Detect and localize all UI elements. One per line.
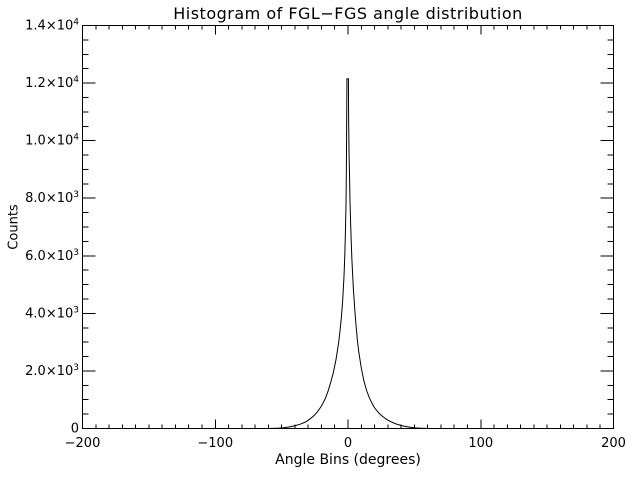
axis-ticks <box>82 25 614 429</box>
y-tick-label: 1.2×104 <box>25 75 79 91</box>
y-axis-label: Counts <box>6 204 22 250</box>
chart-title: Histogram of FGL−FGS angle distribution <box>173 4 523 23</box>
histogram-curve <box>82 78 614 429</box>
x-tick-label: 0 <box>344 436 352 451</box>
y-tick-label: 1.4×104 <box>25 18 79 34</box>
y-tick-label: 1.0×104 <box>25 133 79 149</box>
x-tick-labels: −200 −100 0 100 200 <box>65 436 626 451</box>
x-tick-label: 200 <box>601 436 626 451</box>
x-axis-label: Angle Bins (degrees) <box>275 452 421 468</box>
x-tick-label: −200 <box>65 436 101 451</box>
y-tick-label: 2.0×103 <box>25 363 79 379</box>
y-tick-labels: 0 2.0×103 4.0×103 6.0×103 8.0×103 1.0×104 1.2×… <box>25 18 79 437</box>
y-tick-label: 0 <box>71 422 79 437</box>
y-tick-label: 6.0×103 <box>25 248 79 264</box>
y-tick-label: 4.0×103 <box>25 305 79 321</box>
x-tick-label: 100 <box>468 436 493 451</box>
x-tick-label: −100 <box>197 436 233 451</box>
y-tick-label: 8.0×103 <box>25 190 79 206</box>
